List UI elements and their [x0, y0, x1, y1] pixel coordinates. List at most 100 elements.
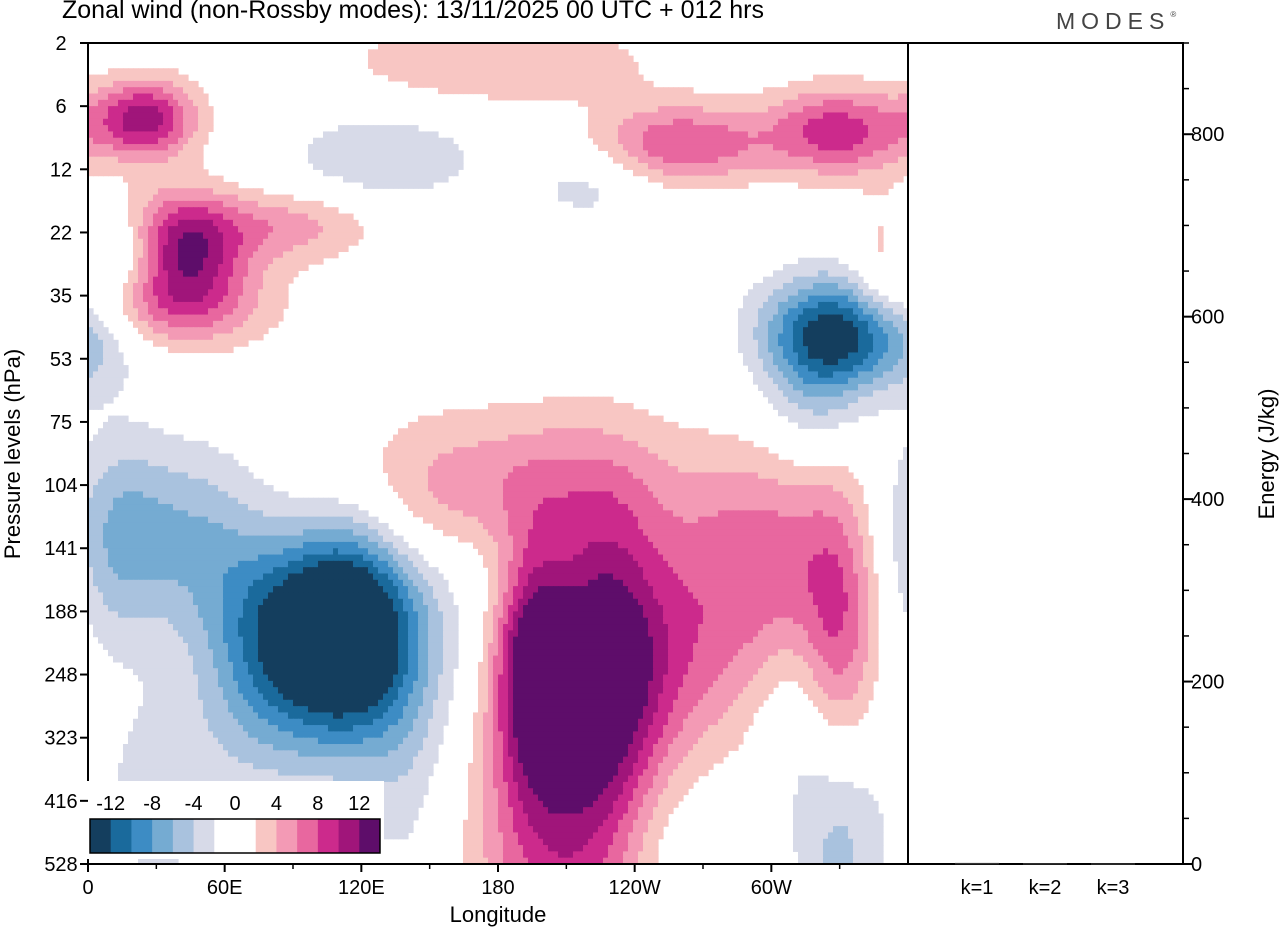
heatmap-cell	[648, 472, 654, 480]
heatmap-cell	[823, 156, 829, 164]
heatmap-cell	[793, 106, 799, 114]
heatmap-cell	[513, 459, 519, 467]
heatmap-cell	[163, 118, 169, 126]
heatmap-cell	[708, 99, 714, 107]
heatmap-cell	[278, 270, 284, 278]
heatmap-cell	[258, 270, 264, 278]
heatmap-cell	[678, 131, 684, 139]
heatmap-cell	[188, 99, 194, 107]
heatmap-cell	[563, 43, 569, 50]
heatmap-cell	[418, 175, 424, 183]
heatmap-cell	[758, 346, 764, 354]
heatmap-cell	[428, 453, 434, 461]
heatmap-cell	[863, 282, 869, 290]
heatmap-cell	[443, 175, 449, 183]
heatmap-cell	[703, 169, 709, 177]
heatmap-cell	[123, 301, 129, 309]
heatmap-cell	[173, 80, 179, 88]
heatmap-cell	[568, 409, 574, 417]
heatmap-cell	[753, 106, 759, 114]
heatmap-cell	[343, 213, 349, 221]
heatmap-cell	[873, 358, 879, 366]
heatmap-cell	[568, 93, 574, 101]
heatmap-cell	[773, 384, 779, 391]
heatmap-cell	[853, 162, 859, 170]
heatmap-cell	[208, 175, 214, 183]
heatmap-cell	[663, 453, 669, 461]
heatmap-cell	[868, 308, 874, 316]
heatmap-cell	[118, 162, 124, 170]
heatmap-cell	[268, 270, 274, 278]
heatmap-cell	[813, 346, 819, 354]
heatmap-cell	[578, 466, 584, 474]
heatmap-cell	[788, 169, 794, 177]
heatmap-cell	[383, 150, 389, 158]
heatmap-cell	[193, 238, 199, 246]
heatmap-cell	[688, 428, 694, 436]
heatmap-cell	[188, 219, 194, 227]
heatmap-cell	[653, 428, 659, 436]
heatmap-cell	[858, 409, 864, 417]
heatmap-cell	[173, 213, 179, 221]
heatmap-cell	[778, 118, 784, 126]
heatmap-cell	[598, 55, 604, 63]
heatmap-cell	[818, 93, 824, 101]
heatmap-cell	[413, 181, 419, 189]
heatmap-cell	[168, 346, 174, 354]
heatmap-cell	[688, 453, 694, 461]
heatmap-cell	[878, 181, 884, 189]
heatmap-cell	[473, 478, 479, 486]
heatmap-cell	[803, 320, 809, 328]
heatmap-cell	[648, 421, 654, 429]
heatmap-cell	[208, 466, 214, 474]
heatmap-cell	[303, 226, 309, 234]
heatmap-cell	[148, 131, 154, 139]
heatmap-cell	[153, 339, 159, 347]
heatmap-cell	[793, 270, 799, 278]
heatmap-cell	[418, 137, 424, 145]
heatmap-cell	[388, 466, 394, 474]
heatmap-cell	[828, 352, 834, 360]
heatmap-cell	[188, 478, 194, 486]
heatmap-cell	[828, 131, 834, 139]
heatmap-cell	[388, 131, 394, 139]
heatmap-cell	[693, 106, 699, 114]
heatmap-cell	[583, 434, 589, 442]
heatmap-cell	[843, 74, 849, 82]
heatmap-cell	[768, 175, 774, 183]
heatmap-cell	[733, 99, 739, 107]
heatmap-cell	[263, 226, 269, 234]
heatmap-cell	[808, 282, 814, 290]
heatmap-cell	[658, 453, 664, 461]
heatmap-cell	[613, 440, 619, 448]
heatmap-cell	[678, 125, 684, 133]
heatmap-cell	[588, 99, 594, 107]
heatmap-cell	[708, 478, 714, 486]
heatmap-cell	[748, 314, 754, 322]
heatmap-cell	[573, 80, 579, 88]
heatmap-cell	[863, 377, 869, 385]
heatmap-cell	[208, 333, 214, 341]
heatmap-cell	[433, 131, 439, 139]
heatmap-cell	[178, 327, 184, 335]
heatmap-cell	[558, 61, 564, 69]
heatmap-cell	[178, 459, 184, 467]
heatmap-cell	[433, 440, 439, 448]
heatmap-cell	[568, 49, 574, 57]
heatmap-cell	[758, 118, 764, 126]
heatmap-cell	[703, 137, 709, 145]
heatmap-cell	[508, 87, 514, 95]
heatmap-cell	[623, 409, 629, 417]
heatmap-cell	[628, 74, 634, 82]
heatmap-cell	[263, 276, 269, 284]
heatmap-cell	[203, 459, 209, 467]
heatmap-cell	[403, 61, 409, 69]
heatmap-cell	[593, 428, 599, 436]
heatmap-cell	[513, 453, 519, 461]
heatmap-cell	[808, 169, 814, 177]
heatmap-cell	[173, 169, 179, 177]
heatmap-cell	[773, 295, 779, 303]
heatmap-cell	[163, 327, 169, 335]
heatmap-cell	[543, 472, 549, 480]
heatmap-cell	[888, 377, 894, 385]
